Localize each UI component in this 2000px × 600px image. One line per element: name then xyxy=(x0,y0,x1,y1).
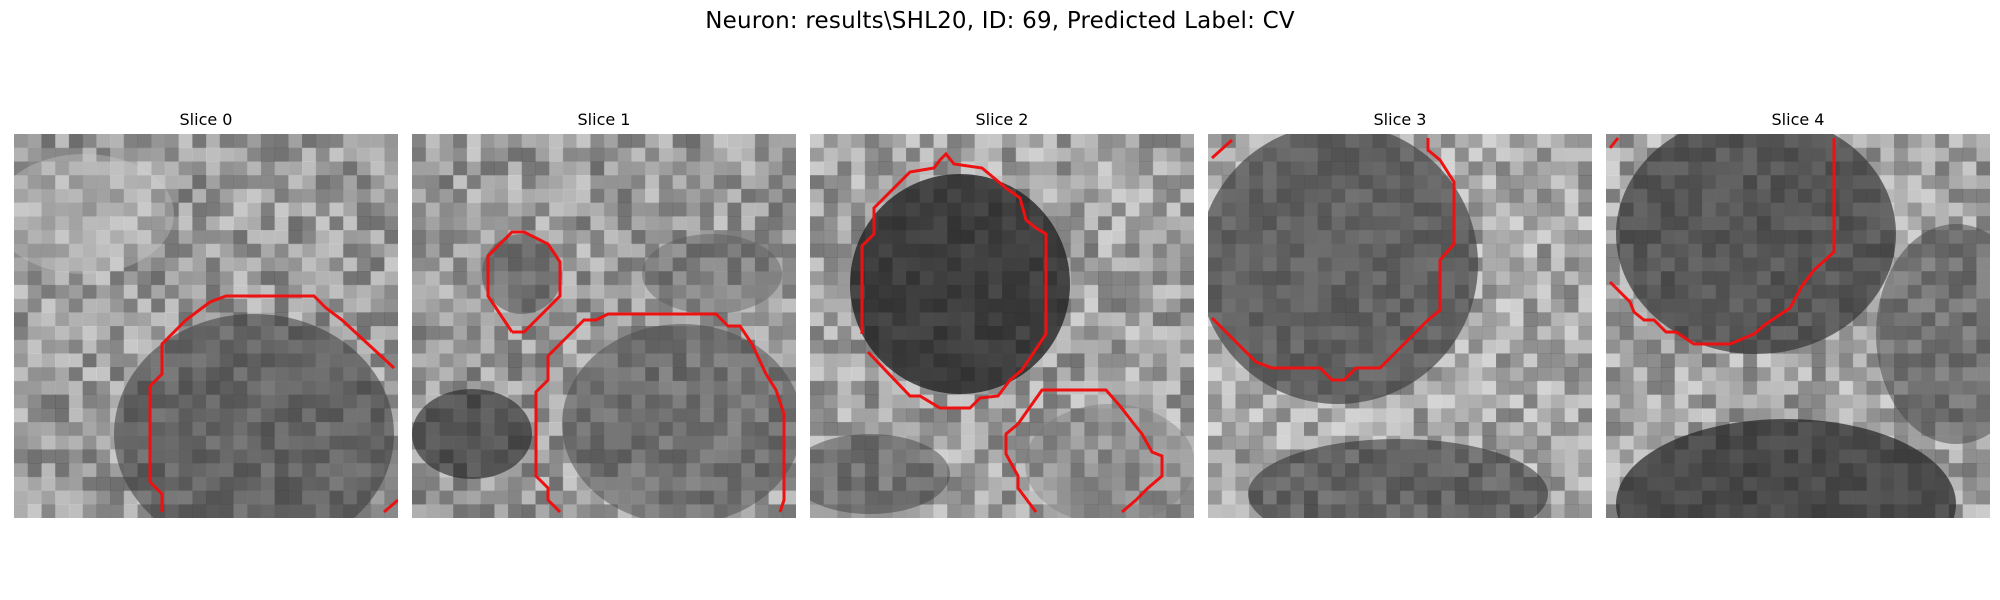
slice-1-title: Slice 1 xyxy=(577,110,631,129)
slice-2-contour-small xyxy=(1004,388,1164,514)
slice-4-blobs xyxy=(1616,134,1990,518)
slice-2-contour-large xyxy=(860,151,1048,410)
slice-0-image xyxy=(14,134,398,518)
slice-4-image xyxy=(1606,134,1990,518)
slice-2-image xyxy=(810,134,1194,518)
slice-3-contour-corner xyxy=(1210,138,1234,160)
slice-2-blobs xyxy=(810,174,1194,518)
slice-4-contour-corner xyxy=(1608,137,1620,149)
slice-2-title: Slice 2 xyxy=(975,110,1029,129)
slice-0-contour-corner xyxy=(383,498,398,514)
slice-4-contour xyxy=(1608,138,1836,346)
slice-0-title: Slice 0 xyxy=(179,110,233,129)
slice-0-contour xyxy=(148,294,396,512)
slice-4-title: Slice 4 xyxy=(1771,110,1825,129)
slice-1-contour-large xyxy=(534,312,786,514)
slice-3-title: Slice 3 xyxy=(1373,110,1427,129)
slice-0-blobs xyxy=(14,154,394,518)
slice-1-image xyxy=(412,134,796,518)
slice-3-contour xyxy=(1210,138,1456,382)
slice-3-image xyxy=(1208,134,1592,518)
slice-1-blobs xyxy=(412,234,796,518)
figure-title: Neuron: results\SHL20, ID: 69, Predicted… xyxy=(705,8,1295,34)
slice-1-contour-small xyxy=(486,230,562,334)
